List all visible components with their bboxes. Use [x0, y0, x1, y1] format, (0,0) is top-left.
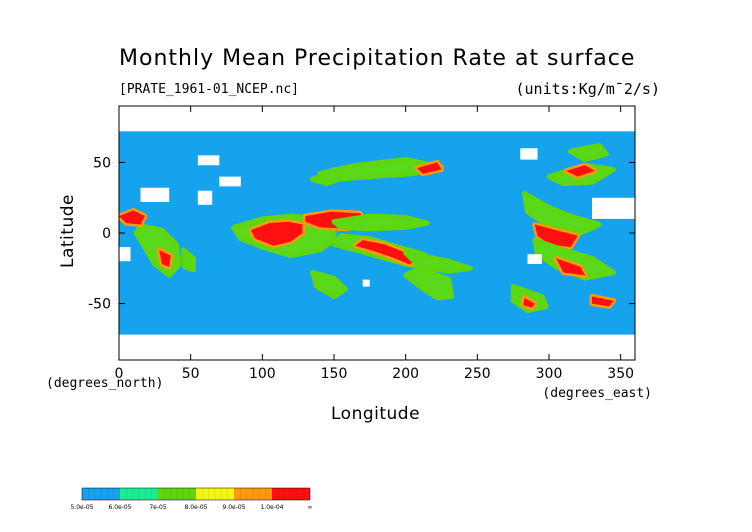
precip-band [319, 159, 442, 180]
legend-label: 6.0e-05 [108, 504, 131, 511]
missing-data-region [348, 345, 406, 355]
precip-core [119, 210, 145, 225]
legend-label: 1.0e-04 [260, 504, 283, 511]
legend-label: 8.0e-05 [184, 504, 207, 511]
missing-data-region [197, 155, 220, 166]
precip-core [417, 162, 442, 174]
source-file-label: [PRATE_1961-01_NCEP.nc] [119, 82, 300, 97]
y-axis-label: Latitude [58, 194, 78, 268]
x-tick-label: 300 [536, 366, 563, 382]
x-tick-label: 100 [249, 366, 276, 382]
precip-core [250, 221, 303, 246]
precip-core [592, 296, 614, 307]
precip-band [334, 216, 428, 229]
legend-label: 9.0e-05 [222, 504, 245, 511]
x-tick-label: 250 [464, 366, 491, 382]
precip-band [183, 249, 194, 270]
y-tick-label: 0 [102, 226, 111, 242]
precip-core [556, 258, 585, 276]
legend-label: 5.0e-05 [70, 504, 93, 511]
missing-data-region [520, 148, 538, 160]
precip-band [312, 272, 346, 297]
x-tick-label: 350 [607, 366, 634, 382]
legend-swatch [120, 488, 158, 500]
units-label: (units:Kg/m¯2/s) [515, 80, 661, 98]
y-tick-label: -50 [88, 297, 111, 313]
legend-label: 7e-05 [149, 504, 166, 511]
legend-swatch [82, 488, 120, 500]
chart-title: Monthly Mean Precipitation Rate at surfa… [119, 46, 636, 71]
legend-swatch [158, 488, 196, 500]
precip-band [405, 268, 452, 298]
x-tick-label: 50 [182, 366, 200, 382]
precip-band [312, 169, 346, 184]
missing-data-region [219, 176, 241, 187]
missing-data-region [527, 254, 542, 264]
precip-core [355, 240, 420, 264]
x-tick-label: 200 [392, 366, 419, 382]
missing-data-region [592, 197, 635, 219]
legend-label: ∞ [308, 504, 313, 511]
precip-core [159, 249, 171, 267]
missing-data-region [190, 345, 248, 355]
missing-data-region [541, 348, 557, 355]
precip-band [524, 193, 600, 233]
missing-data-region [362, 279, 370, 287]
legend-swatch [272, 488, 310, 500]
x-tick-label: 150 [321, 366, 348, 382]
y-tick-label: 50 [93, 155, 111, 171]
missing-data-region [197, 190, 213, 205]
x-axis-label: Longitude [331, 404, 421, 424]
precip-band [570, 145, 607, 160]
missing-data-region [119, 343, 177, 353]
x-tick-label: 0 [115, 366, 124, 382]
missing-data-region [119, 106, 635, 132]
legend-swatch [196, 488, 234, 500]
precip-band [534, 240, 614, 279]
precip-core [566, 165, 595, 177]
missing-data-region [119, 247, 131, 262]
missing-data-region [140, 187, 170, 202]
legend-swatch [234, 488, 272, 500]
missing-data-region [606, 343, 621, 349]
x-unit-note: (degrees_east) [542, 386, 652, 401]
y-unit-note: (degrees_north) [46, 376, 164, 391]
precip-core [523, 297, 535, 308]
legend-frame [81, 487, 311, 501]
